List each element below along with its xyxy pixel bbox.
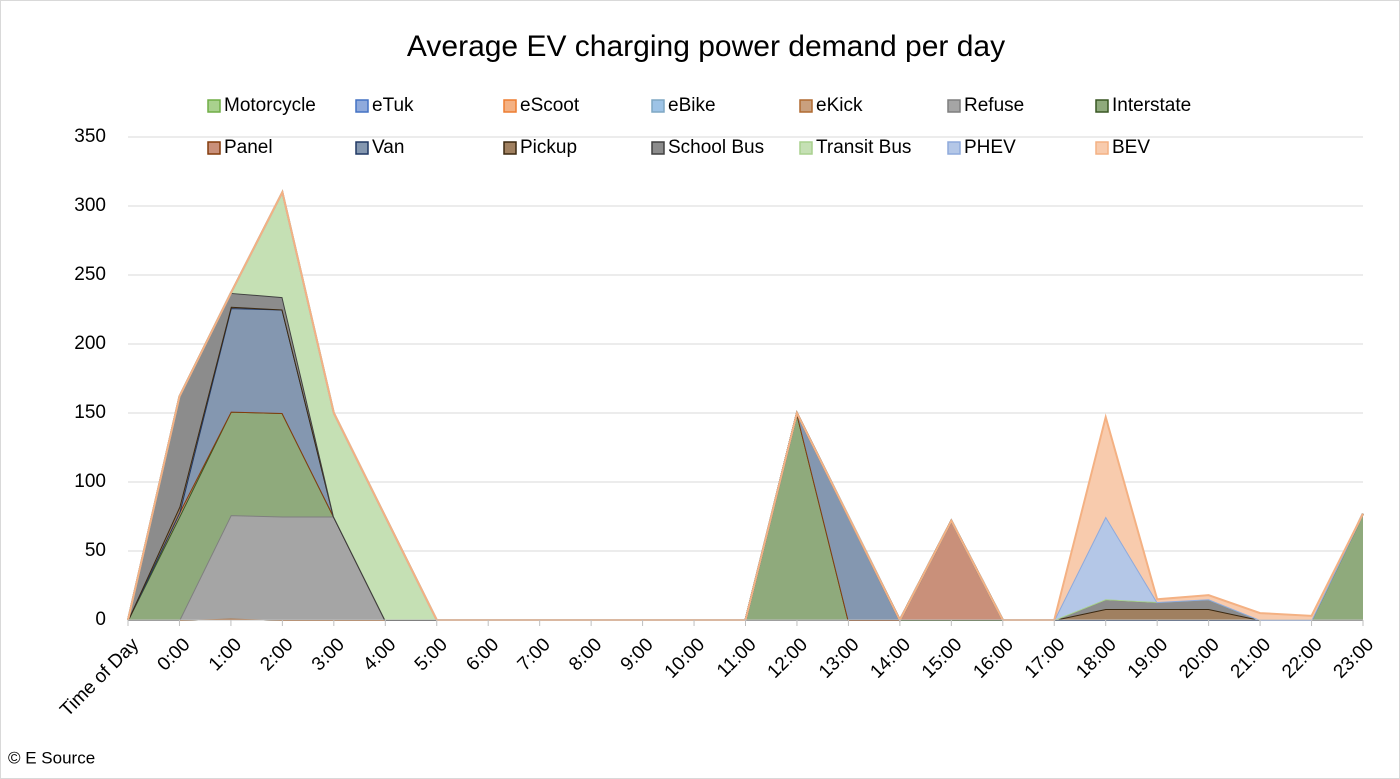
legend-swatch bbox=[947, 99, 961, 113]
y-tick-label: 250 bbox=[74, 264, 106, 285]
legend-swatch bbox=[799, 141, 813, 155]
legend-label: eBike bbox=[668, 95, 716, 116]
area bbox=[128, 308, 1363, 620]
legend-swatch bbox=[1095, 99, 1109, 113]
legend-label: Panel bbox=[224, 137, 273, 158]
legend-label: BEV bbox=[1112, 137, 1150, 158]
legend-label: Pickup bbox=[520, 137, 577, 158]
legend-label: Van bbox=[372, 137, 404, 158]
y-tick-label: 150 bbox=[74, 402, 106, 423]
legend-label: eKick bbox=[816, 95, 863, 116]
legend-swatch bbox=[503, 99, 517, 113]
legend-label: Motorcycle bbox=[224, 95, 316, 116]
legend-swatch bbox=[207, 99, 221, 113]
area bbox=[128, 515, 1363, 620]
legend-label: Interstate bbox=[1112, 95, 1191, 116]
legend-swatch bbox=[207, 141, 221, 155]
legend-swatch bbox=[503, 141, 517, 155]
legend-label: PHEV bbox=[964, 137, 1016, 158]
legend-label: School Bus bbox=[668, 137, 764, 158]
y-tick-label: 0 bbox=[95, 609, 106, 630]
legend-swatch bbox=[799, 99, 813, 113]
legend-swatch bbox=[651, 141, 665, 155]
source-note: © E Source bbox=[8, 748, 95, 767]
legend-label: Transit Bus bbox=[816, 137, 911, 158]
legend-swatch bbox=[355, 99, 369, 113]
legend-swatch bbox=[947, 141, 961, 155]
legend-swatch bbox=[651, 99, 665, 113]
legend-label: eScoot bbox=[520, 95, 580, 116]
legend-label: Refuse bbox=[964, 95, 1024, 116]
legend-swatch bbox=[1095, 141, 1109, 155]
y-tick-label: 350 bbox=[74, 126, 106, 147]
y-tick-label: 100 bbox=[74, 471, 106, 492]
area bbox=[128, 411, 1363, 620]
y-tick-label: 50 bbox=[85, 540, 106, 561]
legend-swatch bbox=[355, 141, 369, 155]
chart-title: Average EV charging power demand per day bbox=[407, 30, 1005, 63]
y-tick-label: 300 bbox=[74, 195, 106, 216]
y-tick-label: 200 bbox=[74, 333, 106, 354]
legend-label: eTuk bbox=[372, 95, 414, 116]
